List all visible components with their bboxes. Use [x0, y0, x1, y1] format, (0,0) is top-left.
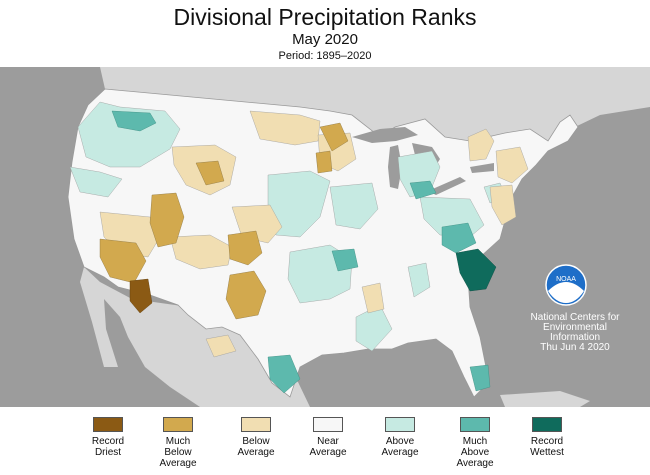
legend-label-record-driest: Record Driest [91, 436, 125, 458]
map-period: Period: 1895–2020 [278, 50, 372, 62]
noaa-logo-text: NOAA [556, 276, 576, 283]
lake-ontario [470, 163, 494, 173]
map-title: Divisional Precipitation Ranks [173, 4, 477, 30]
record-driest-regions [129, 278, 153, 314]
map-subtitle: May 2020 [292, 31, 358, 48]
legend-label-record-wettest: Record Wettest [530, 436, 564, 458]
record-wettest-regions [455, 248, 497, 292]
ncei-line3: Information [549, 332, 601, 343]
lake-michigan [388, 145, 402, 189]
legend-swatch-much-below [163, 417, 193, 432]
above-average-regions [69, 101, 507, 352]
canada [0, 67, 650, 141]
header: Divisional Precipitation Ranks May 2020 … [0, 0, 650, 66]
ncei-label: National Centers for Environmental Infor… [520, 313, 630, 353]
much-above-average-regions [111, 110, 491, 394]
legend-label-much-above: Much Above Average [456, 436, 494, 469]
below-average-regions [99, 110, 529, 358]
legend-swatch-much-above [460, 417, 490, 432]
map-date: Thu Jun 4 2020 [540, 342, 610, 353]
legend-label-near: Near Average [309, 436, 347, 458]
ncei-line1: National Centers for [530, 312, 620, 323]
legend-label-below: Below Average [237, 436, 275, 458]
legend-swatch-below [241, 417, 271, 432]
legend-label-above: Above Average [381, 436, 419, 458]
much-below-average-regions [99, 122, 349, 320]
legend-swatch-near [313, 417, 343, 432]
legend: Record Driest Much Below Average Below A… [0, 417, 650, 475]
legend-swatch-record-driest [93, 417, 123, 432]
legend-swatch-above [385, 417, 415, 432]
ncei-line2: Environmental [543, 322, 607, 333]
legend-label-much-below: Much Below Average [159, 436, 197, 469]
cuba [500, 391, 590, 407]
lake-erie [428, 177, 466, 195]
lake-superior [352, 127, 418, 143]
noaa-logo: NOAA [545, 264, 587, 306]
precipitation-map: NOAA [0, 67, 650, 407]
legend-swatch-record-wettest [532, 417, 562, 432]
